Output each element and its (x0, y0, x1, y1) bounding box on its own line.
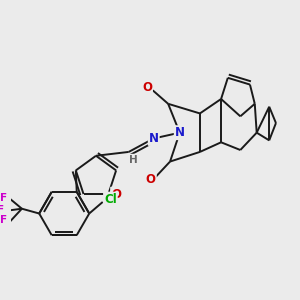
Text: F: F (0, 215, 7, 225)
Text: Cl: Cl (104, 193, 117, 206)
Text: F: F (0, 205, 4, 215)
Text: N: N (149, 132, 159, 145)
Text: F: F (0, 193, 7, 203)
Text: N: N (175, 126, 185, 139)
Text: O: O (146, 173, 156, 186)
Text: O: O (111, 188, 121, 201)
Text: H: H (129, 154, 138, 165)
Text: O: O (142, 81, 152, 94)
